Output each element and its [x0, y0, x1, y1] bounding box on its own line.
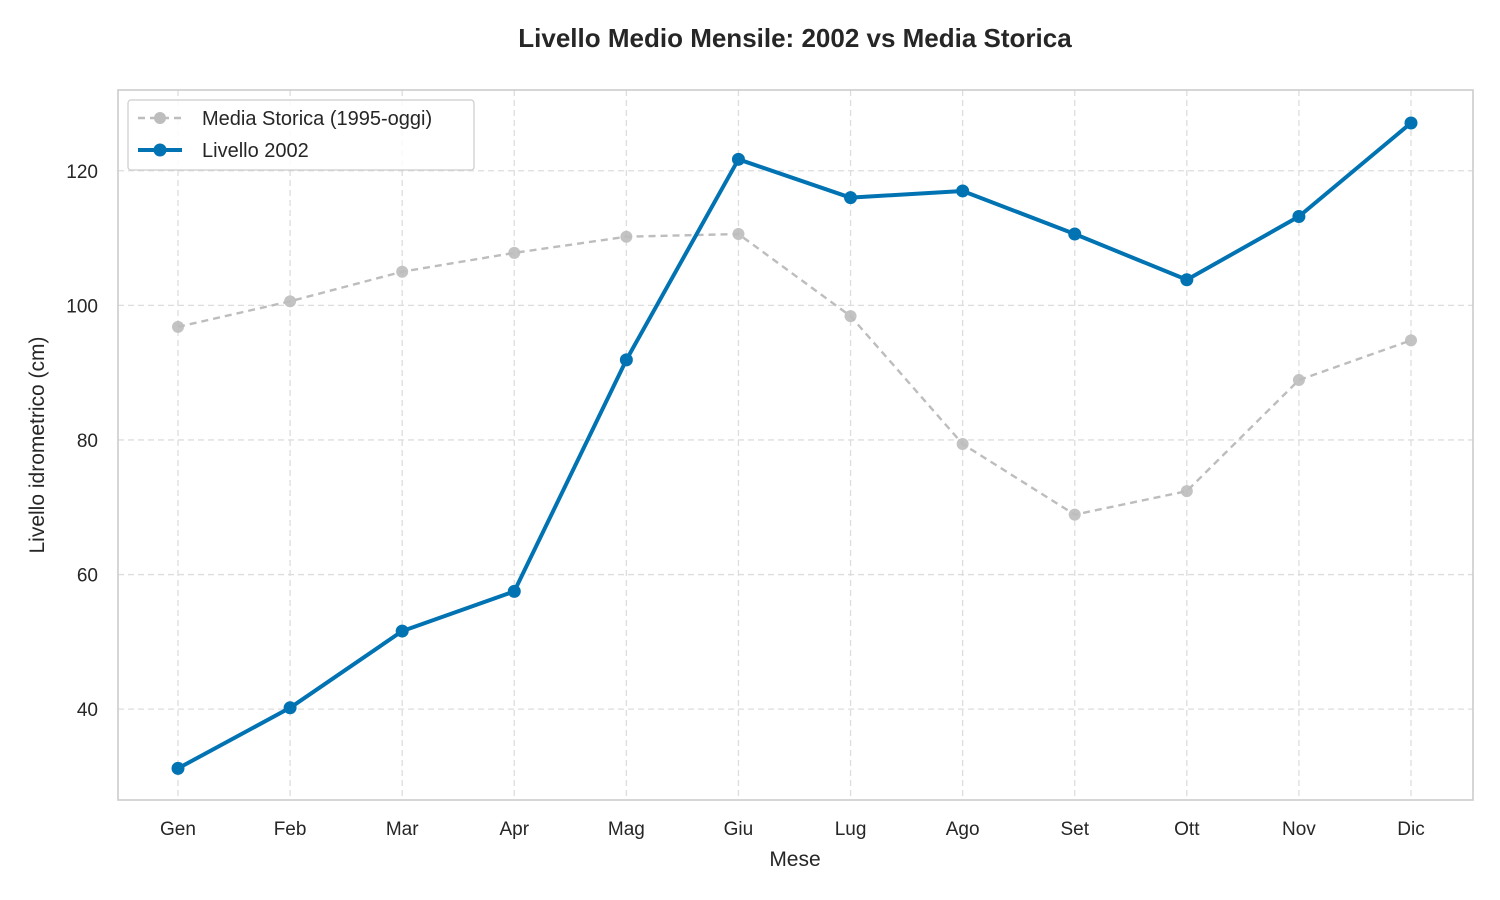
series-line — [177, 232, 1412, 516]
y-tick-label: 100 — [66, 296, 98, 317]
y-tick-label: 60 — [77, 566, 98, 587]
legend-marker-2002 — [153, 143, 167, 157]
data-point — [284, 295, 297, 308]
x-tick-label: Mag — [608, 819, 645, 840]
x-tick-label: Dic — [1397, 819, 1424, 840]
data-point — [1068, 227, 1082, 241]
data-point — [507, 584, 521, 598]
x-tick-label: Gen — [160, 819, 196, 840]
grid — [118, 90, 1473, 800]
series-line — [177, 121, 1413, 771]
x-tick-label: Apr — [499, 819, 529, 840]
data-point — [1068, 508, 1081, 521]
data-point — [956, 184, 970, 198]
legend-label-2002: Livello 2002 — [202, 140, 309, 162]
data-point — [1180, 273, 1194, 287]
data-point — [171, 761, 185, 775]
data-point — [396, 265, 409, 278]
data-point — [844, 310, 857, 323]
data-point — [1180, 485, 1193, 498]
legend-box — [127, 99, 475, 171]
y-tick-label: 40 — [77, 700, 98, 721]
x-axis-label: Mese — [769, 848, 820, 871]
data-point — [1292, 374, 1305, 387]
y-tick-label: 80 — [77, 431, 98, 452]
data-point — [508, 246, 521, 259]
series-level-2002 — [171, 116, 1418, 775]
x-tick-label: Set — [1060, 819, 1089, 840]
plot-area-frame — [117, 89, 1474, 801]
data-point — [395, 624, 409, 638]
data-point — [1405, 334, 1417, 347]
chart-title: Livello Medio Mensile: 2002 vs Media Sto… — [518, 23, 1072, 53]
x-tick-label: Lug — [835, 819, 867, 840]
x-tick-label: Giu — [724, 819, 754, 840]
series-layer — [171, 116, 1418, 775]
data-point — [283, 701, 297, 715]
y-axis-label: Livello idrometrico (cm) — [26, 336, 49, 553]
series-historical-average — [172, 228, 1417, 521]
data-point — [1404, 116, 1418, 130]
data-point — [620, 230, 633, 243]
data-point — [1292, 210, 1306, 224]
y-tick-label: 120 — [66, 162, 98, 183]
legend-label-historical: Media Storica (1995-oggi) — [202, 108, 432, 130]
x-tick-label: Feb — [274, 819, 307, 840]
data-point — [844, 191, 858, 205]
x-tick-label: Nov — [1282, 819, 1316, 840]
data-point — [732, 228, 745, 241]
tick-labels: Gen Feb Mar Apr Mag Giu Lug Ago Set Ott Nov Dic 40 60… — [66, 162, 1424, 840]
data-point — [956, 437, 969, 450]
legend: Media Storica (1995-oggi) Livello 2002 — [127, 99, 475, 171]
data-point — [619, 353, 633, 367]
legend-marker-historical — [154, 112, 166, 124]
data-point — [731, 152, 745, 166]
data-point — [172, 320, 184, 333]
x-tick-label: Ago — [946, 819, 980, 840]
x-tick-label: Mar — [386, 819, 419, 840]
x-tick-label: Ott — [1174, 819, 1200, 840]
